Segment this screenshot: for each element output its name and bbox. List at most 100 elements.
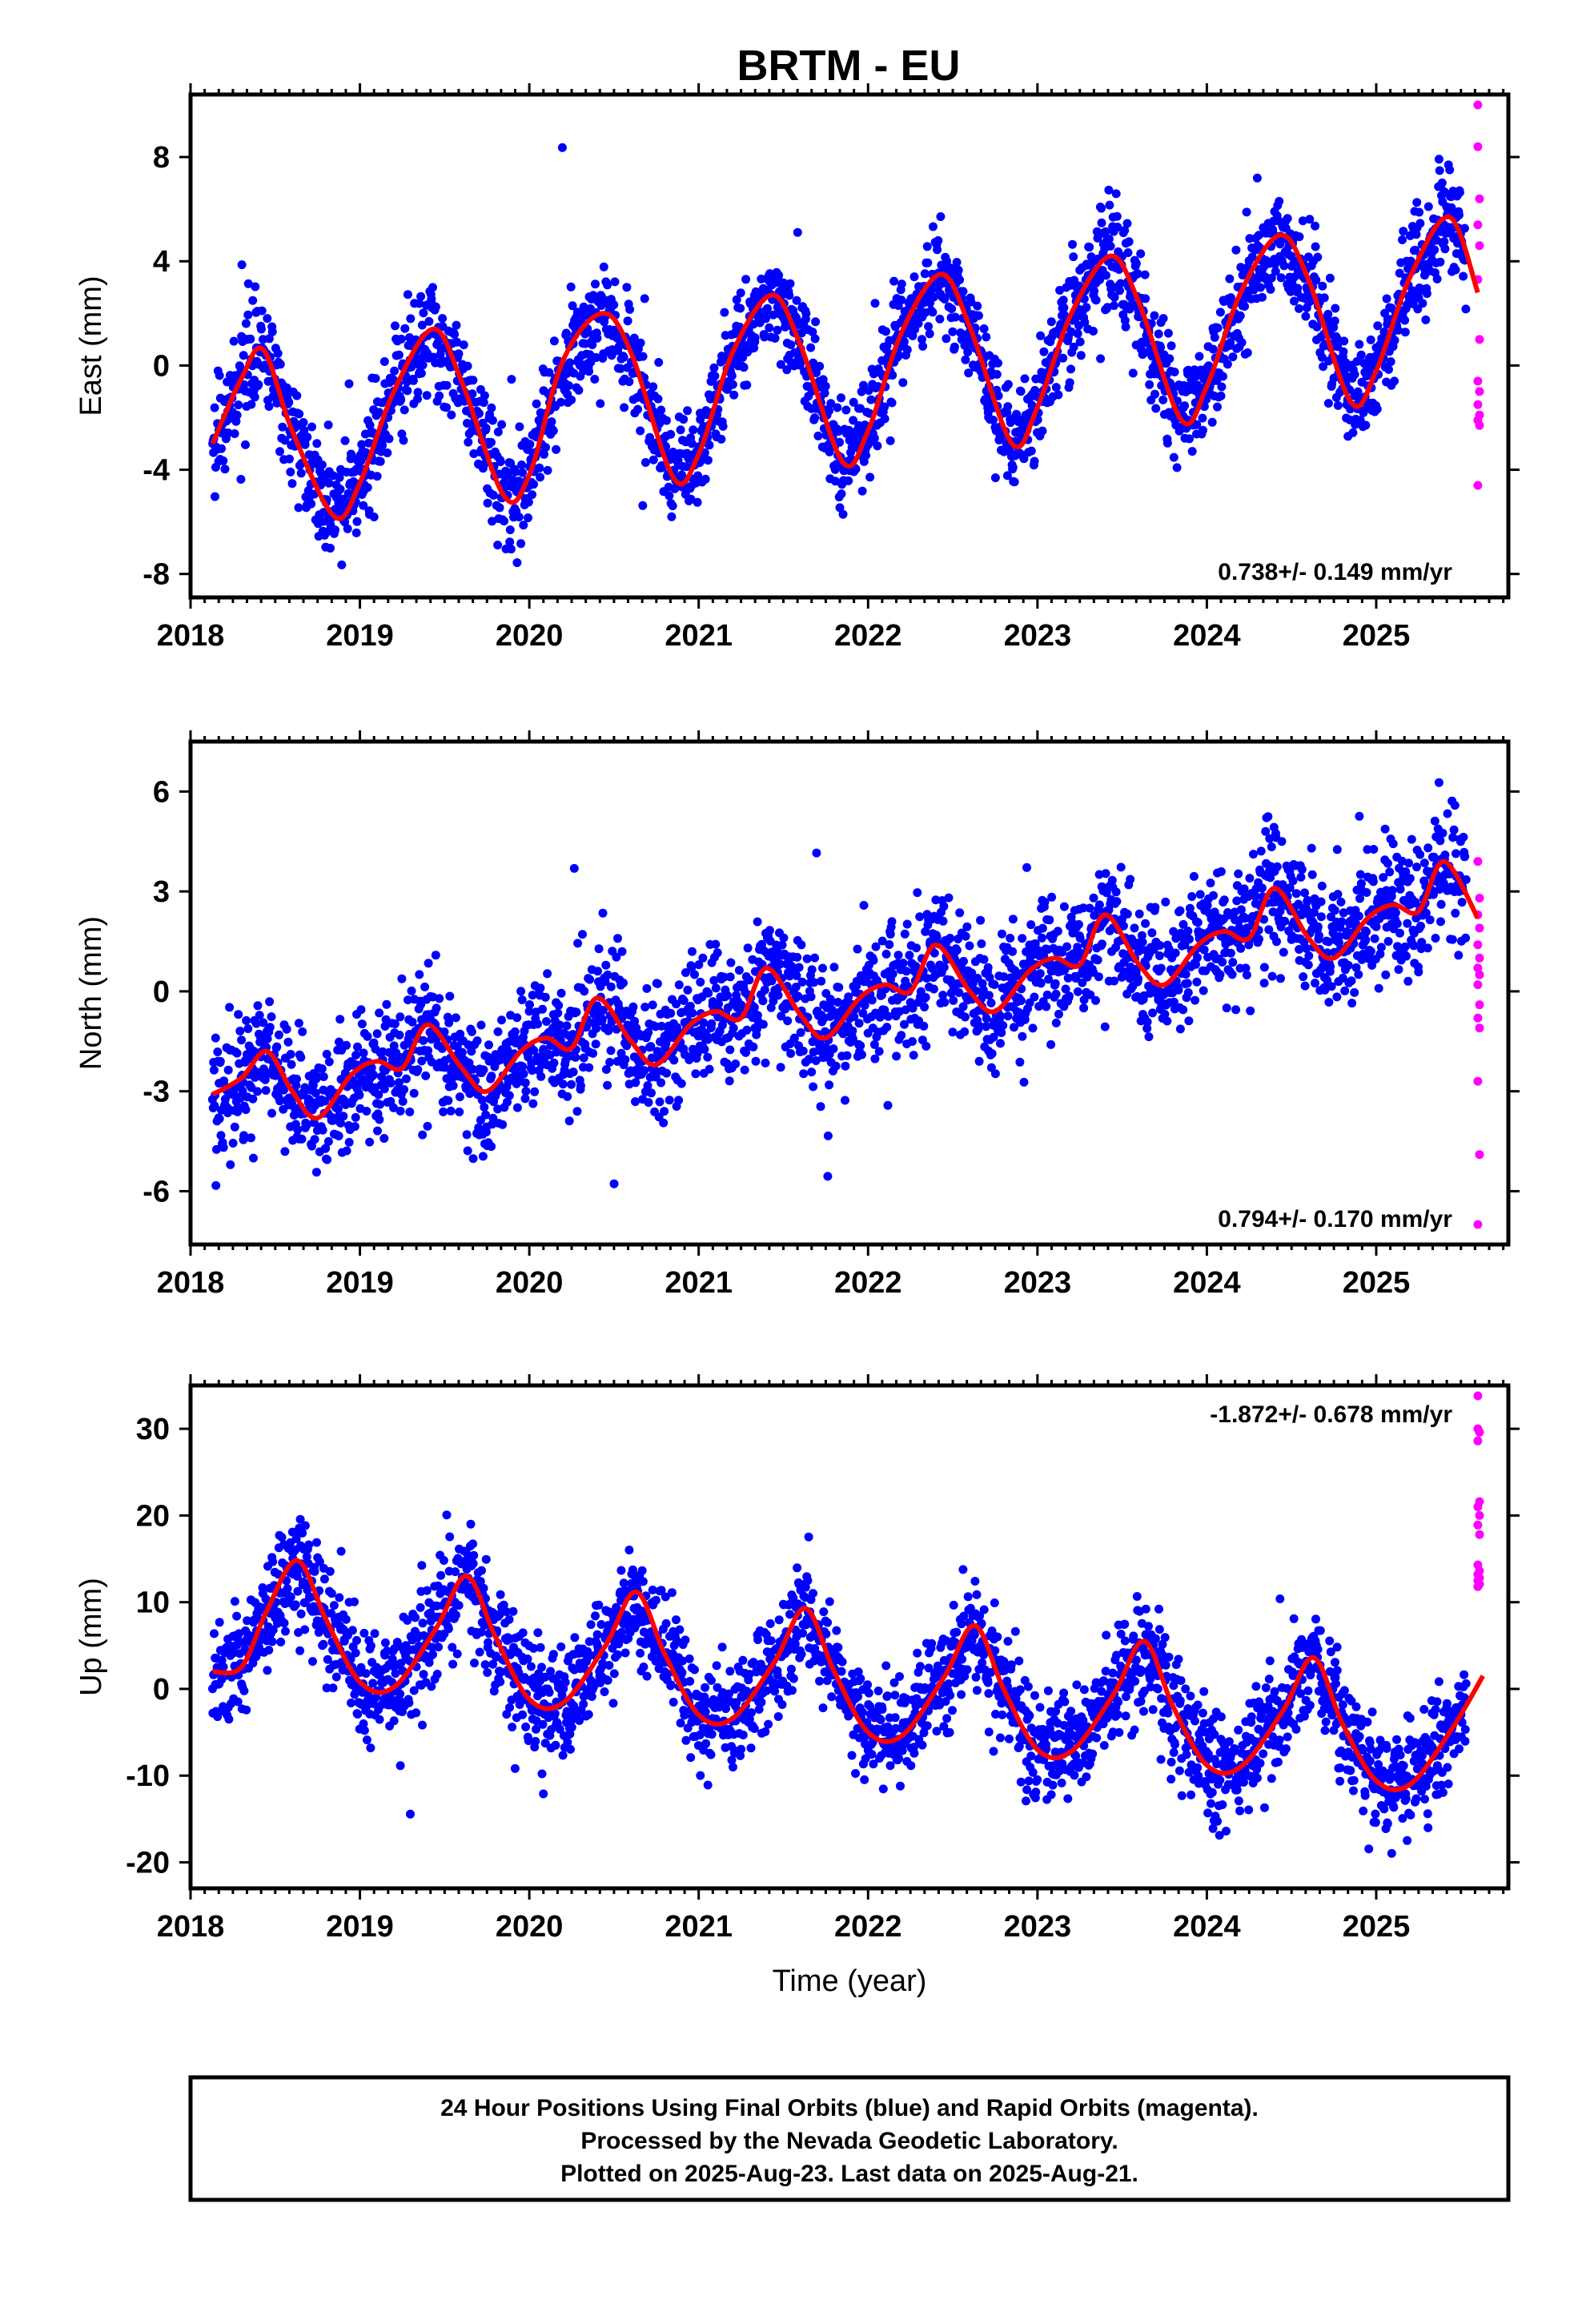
final-orbit-point [312,439,322,448]
final-orbit-point [507,375,516,384]
final-orbit-point [856,1041,865,1051]
final-orbit-point [439,1107,448,1116]
final-orbit-point [1019,454,1029,464]
final-orbit-point [925,329,934,339]
final-orbit-point [1319,362,1328,372]
final-orbit-point [740,1065,749,1075]
final-orbit-point [880,414,889,424]
final-orbit-point [821,381,830,391]
final-orbit-point [496,457,505,467]
final-orbit-point [959,956,968,966]
final-orbit-point [1054,390,1063,400]
final-orbit-point [909,272,919,282]
final-orbit-point [1026,920,1036,930]
plot-area [208,100,1484,569]
final-orbit-point [374,1090,383,1100]
final-orbit-point [982,1022,991,1031]
final-orbit-point [293,1125,303,1135]
final-orbit-point [1174,985,1183,995]
final-orbit-point [776,959,785,969]
final-orbit-point [1272,862,1282,871]
final-orbit-point [444,1018,454,1027]
final-orbit-point [219,456,228,465]
final-orbit-point [901,1005,910,1015]
final-orbit-point [256,324,266,334]
final-orbit-point [751,1056,761,1066]
final-orbit-point [1333,400,1343,410]
final-orbit-point [615,1004,624,1014]
final-orbit-point [613,934,622,943]
final-orbit-point [683,985,693,995]
final-orbit-point [543,969,552,979]
final-orbit-point [1399,227,1408,236]
final-orbit-point [631,1078,640,1088]
final-orbit-point [640,458,650,467]
final-orbit-point [243,279,253,288]
final-orbit-point [929,292,938,302]
velocity-label: 0.738+/- 0.149 mm/yr [1218,559,1452,585]
final-orbit-point [396,1106,405,1116]
final-orbit-point [696,415,705,424]
y-tick-label: -4 [143,454,170,488]
final-orbit-point [1245,234,1255,243]
final-orbit-point [280,1147,290,1156]
final-orbit-point [1285,883,1295,893]
final-orbit-point [431,302,440,312]
final-orbit-point [918,341,928,351]
final-orbit-point [519,521,528,530]
final-orbit-point [1183,927,1193,936]
final-orbit-point [944,893,954,903]
final-orbit-point [883,1100,893,1110]
final-orbit-point [342,1146,351,1156]
final-orbit-point [609,1179,619,1188]
final-orbit-point [597,1015,607,1023]
final-orbit-point [226,1160,235,1169]
final-orbit-point [1199,402,1209,412]
final-orbit-point [1191,995,1200,1005]
final-orbit-point [487,1072,496,1081]
final-orbit-point [1251,891,1260,901]
final-orbit-point [1079,1003,1089,1013]
final-orbit-point [1303,895,1312,905]
final-orbit-point [1350,370,1359,380]
final-orbit-point [601,1065,611,1074]
final-orbit-point [841,1061,850,1071]
final-orbit-point [497,1015,506,1025]
final-orbit-point [844,992,853,1002]
final-orbit-point [818,963,827,973]
final-orbit-point [809,1082,818,1092]
final-orbit-point [1313,922,1323,931]
final-orbit-point [343,524,352,533]
final-orbit-point [693,497,702,507]
final-orbit-point [423,1121,432,1131]
final-orbit-point [1101,227,1110,236]
final-orbit-point [779,933,789,943]
final-orbit-point [837,393,845,403]
final-orbit-point [672,999,681,1009]
y-tick-label: 0 [153,349,170,383]
x-tick-label: 2024 [1173,619,1241,653]
final-orbit-point [241,319,251,328]
final-orbit-point [773,991,783,1000]
final-orbit-point [556,397,566,407]
final-orbit-point [887,917,897,927]
final-orbit-point [1226,338,1235,348]
final-orbit-point [685,1055,694,1064]
final-orbit-point [235,1027,245,1035]
final-orbit-point [694,960,704,970]
final-orbit-point [357,1019,367,1029]
final-orbit-point [854,1019,864,1028]
final-orbit-point [870,1054,880,1063]
final-orbit-point [1234,869,1243,879]
final-orbit-point [834,983,844,992]
final-orbit-point [1323,937,1333,947]
final-orbit-point [1199,425,1207,435]
final-orbit-point [752,1024,761,1034]
final-orbit-point [1120,226,1130,235]
final-orbit-point [631,1097,640,1107]
final-orbit-point [976,915,986,925]
final-orbit-point [391,321,400,331]
final-orbit-point [1460,223,1469,233]
final-orbit-point [394,350,404,360]
final-orbit-point [1079,995,1089,1004]
